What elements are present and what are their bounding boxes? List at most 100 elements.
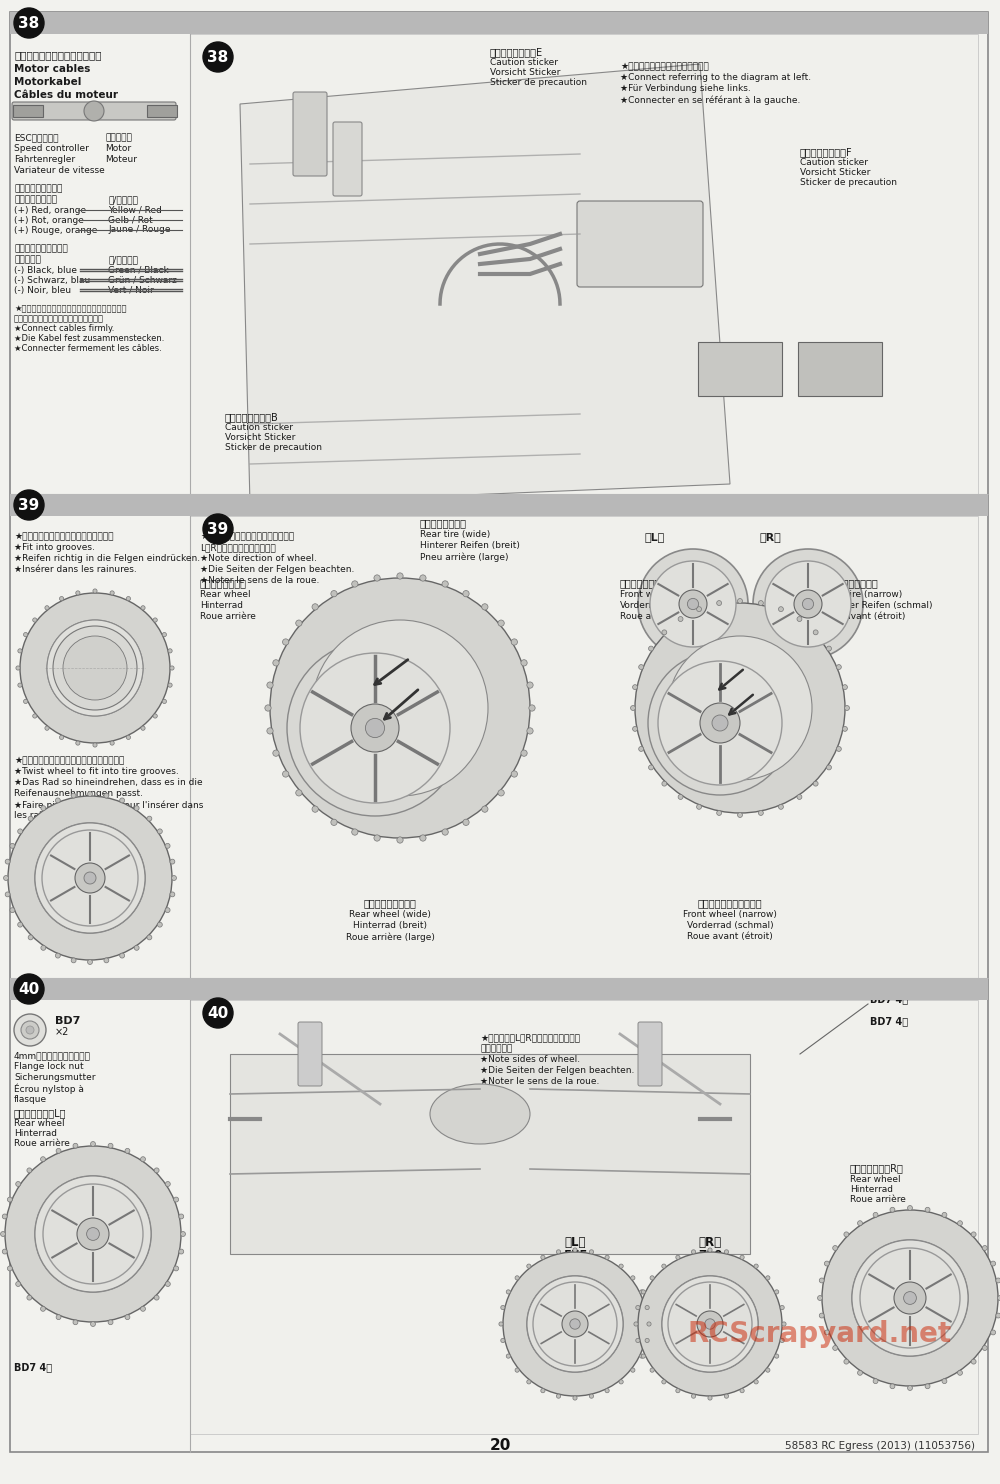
Circle shape — [635, 603, 845, 813]
Text: フロントホイール（細）: フロントホイール（細） — [698, 898, 762, 908]
Ellipse shape — [430, 1083, 530, 1144]
Circle shape — [352, 580, 358, 588]
Text: Vorsicht Sticker: Vorsicht Sticker — [800, 168, 870, 177]
Circle shape — [971, 1359, 976, 1364]
Circle shape — [420, 574, 426, 582]
Circle shape — [84, 873, 96, 884]
Circle shape — [942, 1379, 947, 1383]
Circle shape — [818, 1296, 822, 1300]
Text: Yellow / Red: Yellow / Red — [108, 205, 162, 214]
Circle shape — [134, 806, 139, 810]
Circle shape — [374, 574, 380, 582]
Circle shape — [724, 1250, 729, 1254]
Circle shape — [890, 1208, 895, 1212]
Circle shape — [668, 1282, 752, 1365]
Circle shape — [515, 1368, 519, 1373]
Circle shape — [589, 1250, 594, 1254]
Text: 「モーターコードのつなぎ方」: 「モーターコードのつなぎ方」 — [14, 50, 102, 59]
Circle shape — [556, 1250, 561, 1254]
Circle shape — [283, 638, 289, 646]
Circle shape — [179, 1214, 184, 1218]
Bar — [10, 978, 988, 1000]
Text: Caution sticker: Caution sticker — [490, 58, 558, 67]
Circle shape — [813, 781, 818, 787]
Text: Caution sticker: Caution sticker — [225, 423, 293, 432]
Circle shape — [312, 620, 488, 795]
Text: リヤタイヤ（太）: リヤタイヤ（太） — [420, 518, 467, 528]
Circle shape — [53, 626, 137, 709]
Text: ★コネクター部は＋（プラス）、－（マイナス）: ★コネクター部は＋（プラス）、－（マイナス） — [14, 304, 127, 313]
Circle shape — [43, 1184, 143, 1284]
Text: (-) Schwarz, blau: (-) Schwarz, blau — [14, 276, 90, 285]
Text: 〈L〉: 〈L〉 — [564, 1236, 586, 1250]
Circle shape — [283, 770, 289, 778]
Circle shape — [778, 607, 783, 611]
FancyBboxPatch shape — [147, 105, 177, 117]
Circle shape — [754, 1380, 758, 1385]
Text: ★Connect cables firmly.: ★Connect cables firmly. — [14, 324, 114, 332]
Circle shape — [24, 699, 28, 703]
Text: 40: 40 — [207, 1006, 229, 1021]
Circle shape — [331, 819, 337, 825]
Circle shape — [724, 1393, 729, 1398]
Text: (+) Rouge, orange: (+) Rouge, orange — [14, 226, 97, 234]
Text: 〈リヤホイール〉: 〈リヤホイール〉 — [200, 577, 247, 588]
Text: Hinterrad (breit): Hinterrad (breit) — [353, 922, 427, 930]
Circle shape — [836, 665, 841, 669]
Circle shape — [858, 1221, 862, 1226]
Text: Rear wheel: Rear wheel — [14, 1119, 65, 1128]
Text: Rear wheel: Rear wheel — [200, 591, 251, 600]
Circle shape — [645, 1306, 649, 1310]
Circle shape — [10, 908, 15, 913]
Circle shape — [165, 1282, 170, 1287]
Bar — [230, 1054, 750, 1254]
Circle shape — [794, 591, 822, 617]
Circle shape — [18, 922, 23, 928]
Circle shape — [738, 598, 742, 604]
Circle shape — [506, 1290, 510, 1294]
Text: Speed controller: Speed controller — [14, 144, 89, 153]
Circle shape — [717, 810, 722, 815]
Circle shape — [165, 843, 170, 849]
Circle shape — [649, 764, 653, 770]
Circle shape — [179, 1250, 184, 1254]
Circle shape — [852, 1241, 968, 1356]
Text: RCScrapyard.net: RCScrapyard.net — [688, 1319, 952, 1347]
Circle shape — [527, 1276, 623, 1373]
FancyBboxPatch shape — [298, 1022, 322, 1086]
Circle shape — [645, 1339, 649, 1343]
Circle shape — [110, 591, 114, 595]
Circle shape — [14, 1014, 46, 1046]
Circle shape — [631, 1276, 635, 1281]
Circle shape — [991, 1261, 996, 1266]
Circle shape — [126, 597, 131, 601]
Circle shape — [527, 1276, 623, 1373]
Circle shape — [589, 1393, 594, 1398]
Text: Sticker de precaution: Sticker de precaution — [225, 444, 322, 453]
Circle shape — [55, 798, 60, 803]
Circle shape — [605, 1255, 609, 1260]
Circle shape — [75, 864, 105, 893]
Circle shape — [41, 806, 46, 810]
Circle shape — [740, 1255, 744, 1260]
Circle shape — [515, 1276, 519, 1281]
Circle shape — [662, 1276, 758, 1373]
Text: Motor: Motor — [105, 144, 131, 153]
Circle shape — [778, 804, 783, 809]
Circle shape — [59, 597, 64, 601]
Circle shape — [442, 830, 448, 835]
Text: Grün / Schwarz: Grün / Schwarz — [108, 275, 177, 283]
Text: 58583 RC Egress (2013) (11053756): 58583 RC Egress (2013) (11053756) — [785, 1441, 975, 1451]
Circle shape — [14, 974, 44, 1005]
Circle shape — [822, 1209, 998, 1386]
Circle shape — [270, 577, 530, 838]
Circle shape — [87, 1227, 99, 1241]
Text: リヤホイール（太）: リヤホイール（太） — [364, 898, 416, 908]
Circle shape — [679, 591, 707, 617]
Circle shape — [14, 490, 44, 519]
Circle shape — [56, 1315, 61, 1319]
Text: 〈L〉: 〈L〉 — [645, 531, 665, 542]
Polygon shape — [240, 64, 730, 505]
Text: L、Rを組み立ててください。: L、Rを組み立ててください。 — [200, 543, 276, 552]
Circle shape — [442, 580, 448, 588]
